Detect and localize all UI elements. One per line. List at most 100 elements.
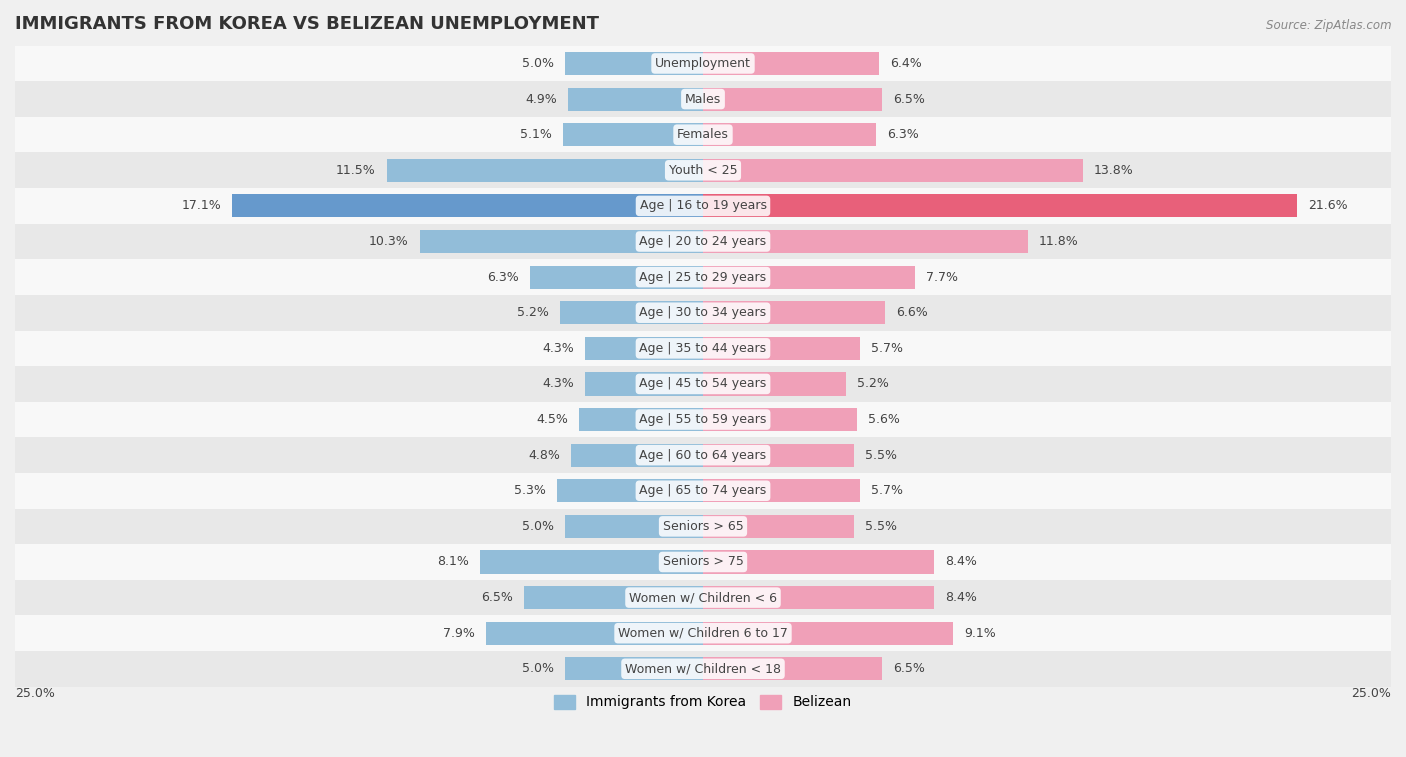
Bar <box>703 337 860 360</box>
Text: 5.2%: 5.2% <box>858 378 889 391</box>
Bar <box>15 580 1391 615</box>
Bar <box>15 81 1391 117</box>
Bar <box>15 45 1391 81</box>
Text: 6.3%: 6.3% <box>887 128 920 142</box>
Bar <box>703 408 858 431</box>
Bar <box>562 123 703 146</box>
Text: 9.1%: 9.1% <box>965 627 997 640</box>
Text: 8.4%: 8.4% <box>945 591 977 604</box>
Text: Age | 55 to 59 years: Age | 55 to 59 years <box>640 413 766 426</box>
Bar <box>703 515 855 538</box>
Text: Age | 65 to 74 years: Age | 65 to 74 years <box>640 484 766 497</box>
Text: 5.0%: 5.0% <box>523 57 554 70</box>
Text: 5.7%: 5.7% <box>870 342 903 355</box>
Text: Age | 20 to 24 years: Age | 20 to 24 years <box>640 235 766 248</box>
Bar <box>15 117 1391 152</box>
Text: 5.7%: 5.7% <box>870 484 903 497</box>
Text: 6.5%: 6.5% <box>893 92 925 105</box>
Bar <box>15 651 1391 687</box>
Text: Women w/ Children < 18: Women w/ Children < 18 <box>626 662 780 675</box>
Text: Women w/ Children < 6: Women w/ Children < 6 <box>628 591 778 604</box>
Text: 11.8%: 11.8% <box>1039 235 1078 248</box>
Bar <box>15 188 1391 224</box>
Bar <box>15 366 1391 402</box>
Text: 5.0%: 5.0% <box>523 662 554 675</box>
Bar <box>15 438 1391 473</box>
Text: 25.0%: 25.0% <box>15 687 55 699</box>
Bar <box>485 621 703 645</box>
Bar <box>571 444 703 467</box>
Bar <box>585 337 703 360</box>
Text: 5.1%: 5.1% <box>520 128 551 142</box>
Bar <box>703 621 953 645</box>
Text: Age | 35 to 44 years: Age | 35 to 44 years <box>640 342 766 355</box>
Text: IMMIGRANTS FROM KOREA VS BELIZEAN UNEMPLOYMENT: IMMIGRANTS FROM KOREA VS BELIZEAN UNEMPL… <box>15 15 599 33</box>
Bar <box>703 230 1028 253</box>
Text: 5.5%: 5.5% <box>865 449 897 462</box>
Text: 5.6%: 5.6% <box>868 413 900 426</box>
Text: 6.5%: 6.5% <box>893 662 925 675</box>
Text: 8.1%: 8.1% <box>437 556 470 569</box>
Text: Age | 45 to 54 years: Age | 45 to 54 years <box>640 378 766 391</box>
Bar <box>565 515 703 538</box>
Bar <box>703 123 876 146</box>
Bar <box>524 586 703 609</box>
Bar <box>15 224 1391 260</box>
Text: Seniors > 65: Seniors > 65 <box>662 520 744 533</box>
Bar <box>419 230 703 253</box>
Text: Women w/ Children 6 to 17: Women w/ Children 6 to 17 <box>619 627 787 640</box>
Bar <box>703 266 915 288</box>
Bar <box>703 159 1083 182</box>
Bar <box>703 372 846 395</box>
Bar <box>15 473 1391 509</box>
Bar <box>703 479 860 503</box>
Bar <box>703 657 882 681</box>
Bar <box>15 295 1391 331</box>
Bar <box>579 408 703 431</box>
Bar <box>565 52 703 75</box>
Text: 5.0%: 5.0% <box>523 520 554 533</box>
Bar <box>585 372 703 395</box>
Text: Youth < 25: Youth < 25 <box>669 164 737 177</box>
Text: 17.1%: 17.1% <box>181 199 221 213</box>
Text: 6.5%: 6.5% <box>481 591 513 604</box>
Bar <box>479 550 703 574</box>
Text: 5.5%: 5.5% <box>865 520 897 533</box>
Bar <box>703 301 884 324</box>
Bar <box>560 301 703 324</box>
Text: 13.8%: 13.8% <box>1094 164 1133 177</box>
Text: Age | 30 to 34 years: Age | 30 to 34 years <box>640 307 766 319</box>
Text: 4.3%: 4.3% <box>541 378 574 391</box>
Text: 7.9%: 7.9% <box>443 627 475 640</box>
Text: Age | 60 to 64 years: Age | 60 to 64 years <box>640 449 766 462</box>
Text: 4.8%: 4.8% <box>529 449 560 462</box>
Bar <box>557 479 703 503</box>
Bar <box>15 402 1391 438</box>
Bar <box>387 159 703 182</box>
Bar <box>565 657 703 681</box>
Text: 4.9%: 4.9% <box>526 92 557 105</box>
Bar <box>703 444 855 467</box>
Text: 25.0%: 25.0% <box>1351 687 1391 699</box>
Bar <box>568 88 703 111</box>
Text: Unemployment: Unemployment <box>655 57 751 70</box>
Text: 5.3%: 5.3% <box>515 484 546 497</box>
Bar <box>703 586 934 609</box>
Legend: Immigrants from Korea, Belizean: Immigrants from Korea, Belizean <box>548 689 858 715</box>
Text: Age | 16 to 19 years: Age | 16 to 19 years <box>640 199 766 213</box>
Bar <box>15 260 1391 295</box>
Bar <box>703 52 879 75</box>
Text: 7.7%: 7.7% <box>927 270 957 284</box>
Text: Males: Males <box>685 92 721 105</box>
Bar <box>15 509 1391 544</box>
Bar <box>703 195 1298 217</box>
Text: Age | 25 to 29 years: Age | 25 to 29 years <box>640 270 766 284</box>
Text: 4.5%: 4.5% <box>536 413 568 426</box>
Bar <box>232 195 703 217</box>
Bar <box>703 550 934 574</box>
Text: 4.3%: 4.3% <box>541 342 574 355</box>
Bar <box>15 615 1391 651</box>
Text: 6.4%: 6.4% <box>890 57 922 70</box>
Text: 11.5%: 11.5% <box>336 164 375 177</box>
Text: 6.3%: 6.3% <box>486 270 519 284</box>
